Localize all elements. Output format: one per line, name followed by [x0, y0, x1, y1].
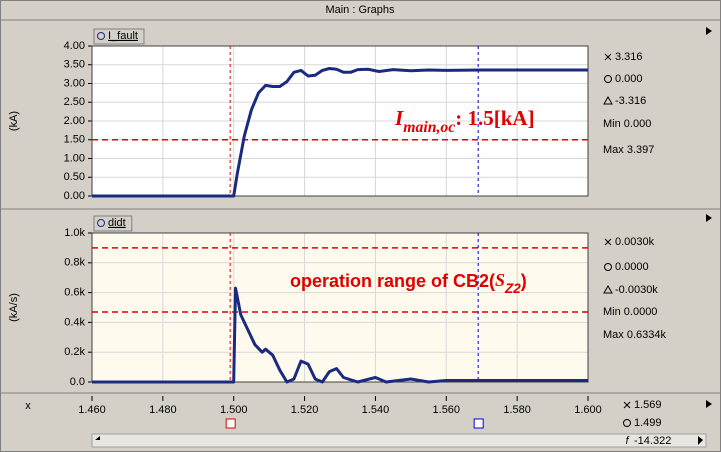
cross-icon: [604, 238, 612, 246]
legend-box: [93, 28, 145, 45]
x-tick-label: 1.520: [291, 404, 319, 416]
window-title: Main : Graphs: [325, 4, 395, 16]
annotation-part: S: [495, 270, 505, 290]
cursor-readout: 1.499: [634, 417, 662, 429]
y-tick-label: 3.00: [64, 77, 85, 89]
annotation-part: main,oc: [403, 119, 455, 136]
x-axis-label: x: [25, 400, 31, 412]
x-tick-label: 1.600: [574, 404, 602, 416]
annotation-part: operation range of CB2(: [290, 271, 495, 291]
y-tick-label: 3.50: [64, 59, 85, 71]
circle-icon: [604, 75, 612, 83]
readout-value: 3.316: [615, 51, 643, 63]
y-tick-label: 1.50: [64, 134, 85, 146]
readout-value: 0.0000: [615, 261, 649, 273]
plot-area: [92, 233, 588, 382]
scrollbar[interactable]: [91, 433, 707, 448]
legend-label: didt: [108, 217, 126, 229]
y-tick-label: 2.50: [64, 96, 85, 108]
cursor-readout: 1.569: [634, 399, 662, 411]
legend-label: I_fault: [108, 30, 138, 42]
readout-value: 0.000: [615, 73, 643, 85]
x-tick-label: 1.460: [78, 404, 106, 416]
slope-symbol: f: [625, 435, 629, 447]
plot-frame: [91, 232, 589, 383]
readout-value: -0.0030k: [615, 284, 658, 296]
scroll-left[interactable]: [95, 436, 100, 445]
cross-icon: [623, 401, 631, 409]
x-tick-label: 1.500: [220, 404, 248, 416]
panel-menu-arrow[interactable]: [706, 27, 712, 35]
panel-menu-arrow[interactable]: [706, 214, 712, 222]
delta-icon: [603, 95, 613, 105]
legend-box: [93, 215, 133, 232]
legend-icon: [97, 219, 105, 227]
cursor-handle: [225, 418, 236, 429]
cross-icon: [604, 53, 612, 61]
readout-value: Min 0.000: [603, 118, 651, 130]
annotation-part: I: [394, 106, 404, 130]
readout-value: Max 0.6334k: [603, 329, 666, 341]
data-line: [92, 286, 588, 384]
legend-icon: [97, 32, 105, 40]
x-tick-label: 1.580: [503, 404, 531, 416]
y-tick-label: 0.6k: [64, 287, 85, 299]
slope-readout: -14.322: [634, 435, 671, 447]
plot-frame: [91, 45, 589, 197]
x-tick-label: 1.560: [433, 404, 461, 416]
x-tick-label: 1.540: [362, 404, 390, 416]
annotation: operation range of CB2(SZ2): [290, 270, 527, 296]
scroll-right[interactable]: [698, 436, 703, 445]
y-tick-label: 4.00: [64, 40, 85, 52]
readout-value: Min 0.0000: [603, 306, 657, 318]
y-tick-label: 0.50: [64, 171, 85, 183]
y-tick-label: 0.0: [70, 376, 85, 388]
y-tick-label: 2.00: [64, 115, 85, 127]
panel-menu-arrow[interactable]: [706, 400, 712, 408]
annotation-part: ): [521, 271, 527, 291]
annotation: Imain,oc: 1.5[kA]: [394, 106, 535, 136]
readout-value: Max 3.397: [603, 144, 654, 156]
cursor-handle: [473, 418, 484, 429]
y-tick-label: 1.00: [64, 152, 85, 164]
y-tick-label: 0.00: [64, 190, 85, 202]
circle-icon: [604, 263, 612, 271]
annotation-part: : 1.5[kA]: [455, 106, 534, 130]
y-axis-label: (kA): [8, 111, 20, 131]
y-tick-label: 0.2k: [64, 346, 85, 358]
y-tick-label: 0.4k: [64, 316, 85, 328]
circle-icon: [623, 419, 631, 427]
y-tick-label: 0.8k: [64, 257, 85, 269]
data-line: [92, 67, 588, 198]
readout-value: -3.316: [615, 95, 646, 107]
y-tick-label: 1.0k: [64, 227, 85, 239]
x-tick-label: 1.480: [149, 404, 177, 416]
readout-value: 0.0030k: [615, 236, 655, 248]
y-axis-label: (kA/s): [8, 293, 20, 322]
delta-icon: [603, 284, 613, 294]
annotation-part: Z2: [504, 281, 521, 296]
